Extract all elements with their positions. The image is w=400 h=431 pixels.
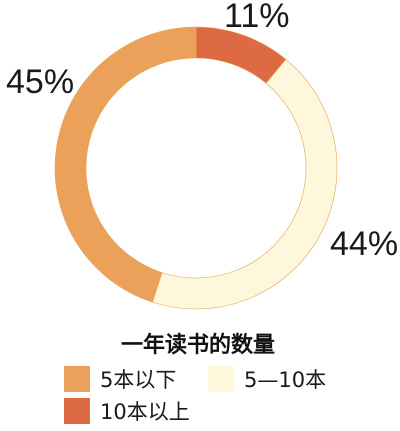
slice-10plus bbox=[195, 26, 287, 84]
legend-item-10plus: 10本以上 bbox=[64, 398, 190, 424]
legend-item-5to10: 5—10本 bbox=[208, 366, 326, 392]
slice-label-under5: 45% bbox=[6, 63, 74, 101]
donut-slices bbox=[54, 26, 338, 310]
slice-under5 bbox=[54, 26, 197, 303]
legend-item-under5: 5本以下 bbox=[64, 366, 176, 392]
slice-label-10plus: 11% bbox=[224, 0, 290, 35]
legend-swatch-5to10 bbox=[208, 366, 234, 392]
legend: 5本以下 5—10本 10本以上 bbox=[64, 366, 326, 424]
legend-label-5to10: 5—10本 bbox=[244, 368, 326, 392]
slice-5to10 bbox=[152, 58, 338, 310]
legend-label-10plus: 10本以上 bbox=[100, 400, 190, 424]
chart-title: 一年读书的数量 bbox=[121, 332, 275, 358]
legend-label-under5: 5本以下 bbox=[100, 368, 176, 392]
legend-swatch-under5 bbox=[64, 366, 90, 392]
legend-swatch-10plus bbox=[64, 398, 90, 424]
slice-label-5to10: 44% bbox=[330, 225, 398, 263]
